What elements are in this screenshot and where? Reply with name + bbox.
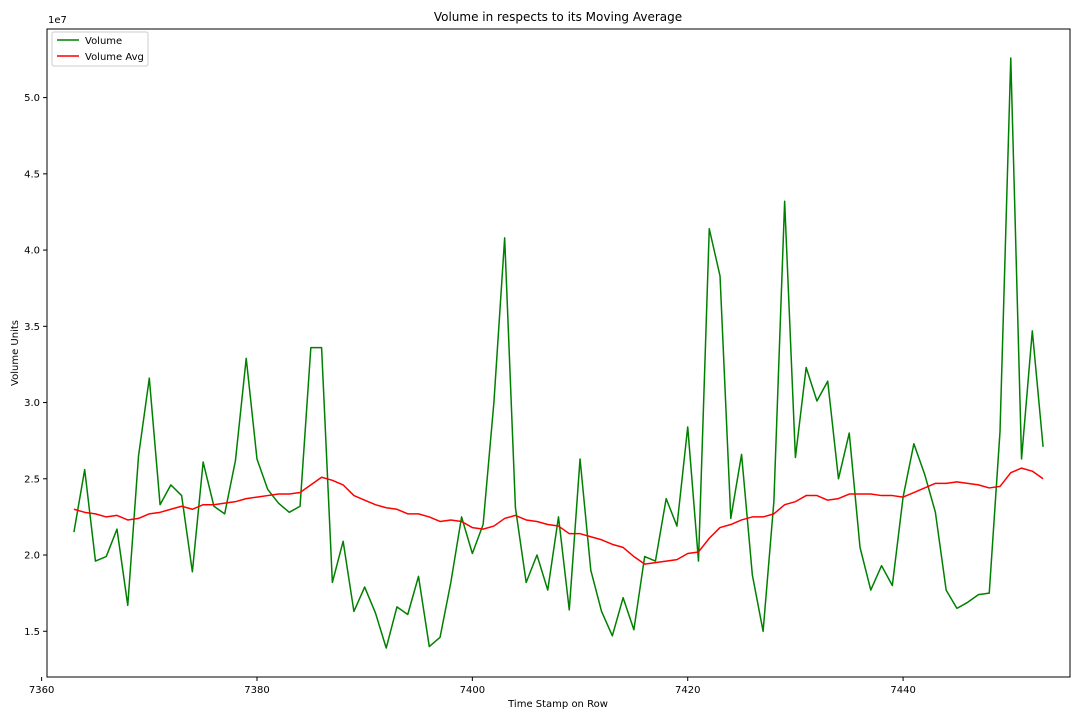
y-tick-label: 1.5 <box>24 627 40 638</box>
series-line-volume <box>73 57 1044 649</box>
y-axis-label: Volume Units <box>10 320 21 386</box>
chart-title: Volume in respects to its Moving Average <box>434 10 682 24</box>
legend-label-volume: Volume <box>85 36 122 47</box>
plot-frame <box>46 28 1071 678</box>
y-tick-label: 4.0 <box>24 246 40 257</box>
x-tick-label: 7360 <box>29 685 54 696</box>
x-tick-label: 7380 <box>244 685 269 696</box>
y-tick-label: 5.0 <box>24 93 40 104</box>
y-axis: 1.5 2.0 2.5 3.0 3.5 4.0 4.5 5.0 <box>24 93 47 638</box>
x-axis-label: Time Stamp on Row <box>507 699 608 710</box>
x-axis: 7360 7380 7400 7420 7440 <box>29 677 916 696</box>
legend: Volume Volume Avg <box>51 31 149 67</box>
y-tick-label: 4.5 <box>24 169 40 180</box>
y-tick-label: 2.5 <box>24 474 40 485</box>
plot-lines <box>73 57 1044 649</box>
x-tick-label: 7420 <box>675 685 700 696</box>
x-tick-label: 7440 <box>890 685 915 696</box>
x-tick-label: 7400 <box>460 685 485 696</box>
y-tick-label: 3.5 <box>24 322 40 333</box>
y-tick-label: 3.0 <box>24 398 40 409</box>
legend-label-volume-avg: Volume Avg <box>85 52 144 63</box>
y-offset-label: 1e7 <box>48 15 67 26</box>
y-tick-label: 2.0 <box>24 551 40 562</box>
series-line-volume-avg <box>73 467 1044 565</box>
